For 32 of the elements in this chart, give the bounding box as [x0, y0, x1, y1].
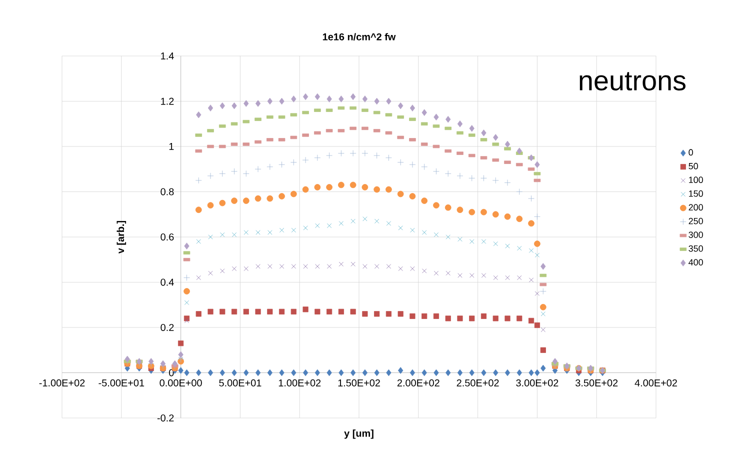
- y-tick-label: 0.2: [160, 324, 174, 332]
- x-axis-title: y [um]: [344, 430, 374, 439]
- y-tick-label: 1.4: [161, 52, 174, 60]
- y-tick-label: 1.2: [161, 98, 174, 105]
- legend-label: 300: [688, 232, 703, 238]
- y-tick-label: -0.2: [157, 414, 174, 422]
- x-tick-label: -1.00E+02: [39, 379, 85, 386]
- legend-label: 150: [689, 190, 703, 197]
- x-tick-label: 5.00E+01: [219, 379, 262, 386]
- legend-label: 350: [688, 245, 703, 252]
- x-tick-label: 3.00E+02: [516, 379, 558, 386]
- x-tick-label: 4.00E+02: [634, 379, 677, 386]
- x-tick-label: 1.00E+02: [278, 379, 321, 386]
- x-tick-label: 0.00E+00: [160, 379, 202, 386]
- annotation: neutrons: [580, 72, 686, 90]
- x-tick-label: 2.00E+02: [397, 379, 440, 386]
- x-tick-label: 3.50E+02: [576, 379, 618, 386]
- y-tick-label: 0.8: [160, 188, 174, 196]
- x-tick-label: -5.00E+01: [98, 379, 144, 386]
- legend-label: 100: [689, 176, 703, 184]
- legend-label: 50: [688, 162, 698, 170]
- legend-label: 200: [688, 204, 703, 210]
- chart-title: 1e16 n/cm^2 fw: [322, 33, 396, 40]
- x-tick-label: 2.50E+02: [456, 379, 499, 386]
- y-tick-label: 1: [169, 143, 174, 150]
- y-tick-label: 0.6: [160, 233, 174, 241]
- y-tick-label: 0.4: [160, 278, 174, 286]
- y-axis-title: v [arb.]: [116, 220, 126, 254]
- legend-label: 0: [688, 149, 693, 156]
- legend-label: 400: [688, 259, 703, 266]
- x-tick-label: 1.50E+02: [338, 379, 380, 386]
- legend-label: 250: [688, 218, 703, 224]
